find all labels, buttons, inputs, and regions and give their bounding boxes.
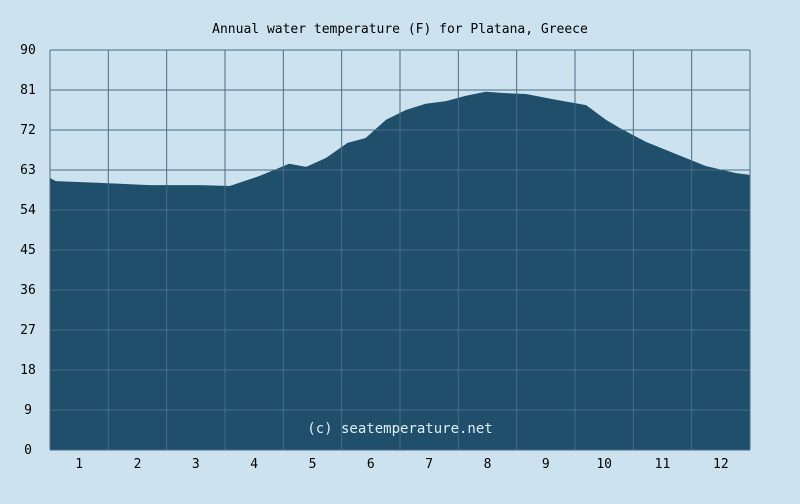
watermark: (c) seatemperature.net [307,421,492,437]
x-tick-label: 9 [542,457,550,472]
y-tick-label: 54 [20,203,36,218]
x-tick-label: 4 [250,457,258,472]
x-tick-label: 10 [596,457,612,472]
x-axis: 1 2 3 4 5 6 7 8 9 10 11 12 [75,457,728,472]
y-tick-label: 90 [20,43,36,58]
grid [49,49,751,451]
y-tick-label: 45 [20,243,36,258]
x-tick-label: 11 [655,457,671,472]
y-tick-label: 63 [20,163,36,178]
y-tick-label: 81 [20,83,36,98]
x-tick-label: 3 [192,457,200,472]
y-tick-label: 0 [24,443,32,458]
y-tick-label: 72 [20,123,36,138]
x-tick-label: 1 [75,457,83,472]
x-tick-label: 7 [425,457,433,472]
y-tick-label: 18 [20,363,36,378]
x-tick-label: 5 [309,457,317,472]
y-tick-label: 9 [24,403,32,418]
y-tick-label: 36 [20,283,36,298]
x-tick-label: 12 [713,457,729,472]
x-tick-label: 8 [484,457,492,472]
x-tick-label: 2 [134,457,142,472]
chart-title: Annual water temperature (F) for Platana… [212,22,588,37]
y-tick-label: 27 [20,323,36,338]
y-axis: 0 9 18 27 36 45 54 63 72 81 90 [20,43,36,458]
x-tick-label: 6 [367,457,375,472]
